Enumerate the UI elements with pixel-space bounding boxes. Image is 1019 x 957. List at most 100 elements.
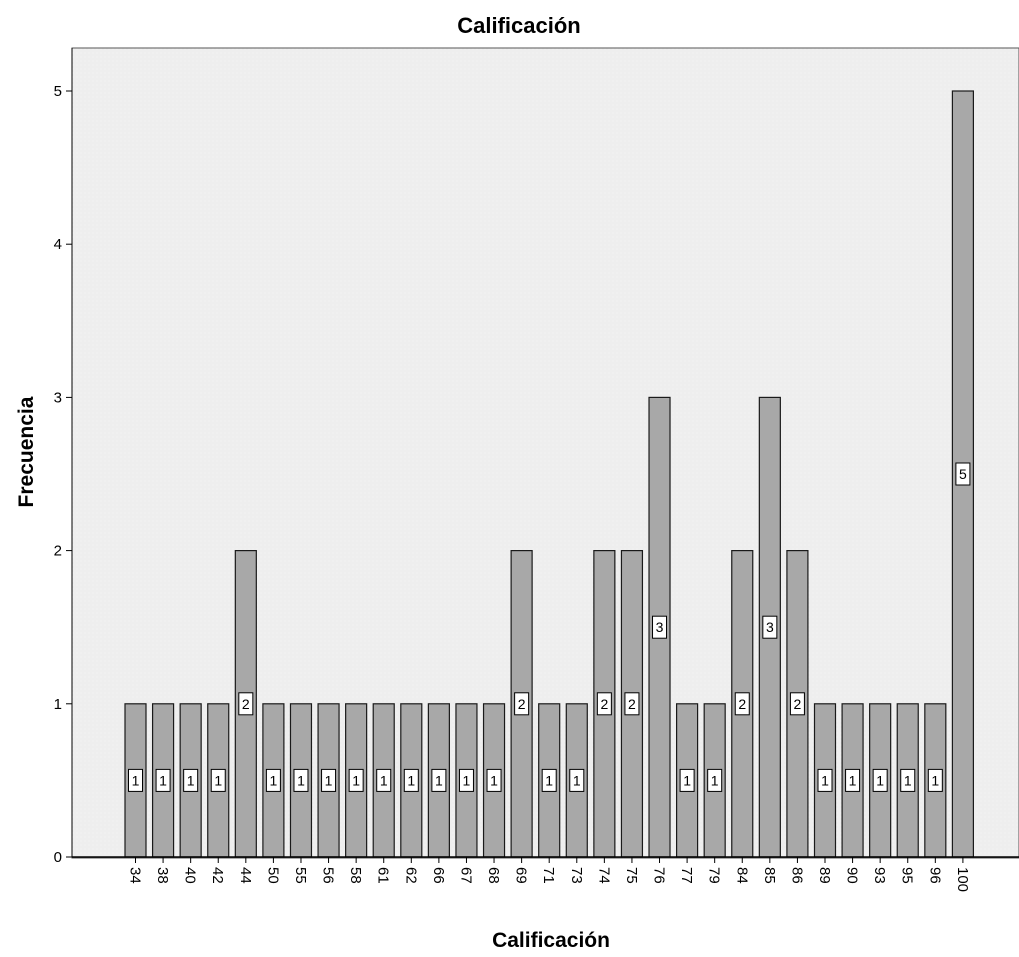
data-label-box bbox=[707, 768, 723, 792]
data-label: 1 bbox=[132, 772, 140, 788]
x-axis-label: Calificación bbox=[492, 929, 610, 952]
data-label: 1 bbox=[876, 772, 884, 788]
x-tick-label: 38 bbox=[154, 867, 171, 884]
data-label: 1 bbox=[573, 772, 581, 788]
data-label-box bbox=[321, 768, 337, 792]
data-label-box bbox=[403, 768, 419, 792]
data-label-box bbox=[679, 768, 695, 792]
x-tick-label: 96 bbox=[926, 867, 943, 884]
data-label: 2 bbox=[628, 696, 636, 712]
x-tick-label: 77 bbox=[678, 867, 695, 884]
data-label: 3 bbox=[766, 619, 774, 635]
x-tick-label: 74 bbox=[595, 867, 612, 884]
data-label-box bbox=[238, 692, 254, 716]
y-tick-label: 3 bbox=[54, 389, 62, 406]
bars: 1 1 1 1 2 1 1 1 1 1 1 1 1 1 2 1 1 2 2 3 1 1 2 3 2 1 1 1 1 1 5 bbox=[124, 90, 975, 858]
data-label: 1 bbox=[683, 772, 691, 788]
data-label-box bbox=[900, 768, 916, 792]
data-label-box bbox=[734, 692, 750, 716]
x-tick-label: 62 bbox=[402, 867, 419, 884]
x-tick-label: 44 bbox=[237, 867, 254, 884]
data-label: 1 bbox=[187, 772, 195, 788]
x-tick-label: 58 bbox=[347, 867, 364, 884]
y-tick-label: 4 bbox=[54, 236, 62, 253]
data-label-box bbox=[210, 768, 226, 792]
data-label-box bbox=[541, 768, 557, 792]
data-label-box bbox=[486, 768, 502, 792]
y-tick-label: 2 bbox=[54, 543, 62, 560]
x-tick-label: 34 bbox=[127, 867, 144, 884]
x-tick-label: 86 bbox=[788, 867, 805, 884]
data-label-box bbox=[872, 768, 888, 792]
y-axis-label: Frecuencia bbox=[15, 396, 38, 507]
data-label-box bbox=[624, 692, 640, 716]
x-tick-label: 85 bbox=[761, 867, 778, 884]
x-tick-label: 89 bbox=[816, 867, 833, 884]
data-label: 1 bbox=[159, 772, 167, 788]
data-label: 1 bbox=[407, 772, 415, 788]
x-tick-label: 69 bbox=[513, 867, 530, 884]
data-label-box bbox=[128, 768, 143, 792]
data-label-box bbox=[155, 768, 171, 792]
data-label: 1 bbox=[931, 772, 939, 788]
data-label-box bbox=[183, 768, 199, 792]
x-tick-label: 75 bbox=[623, 867, 640, 884]
data-label: 1 bbox=[711, 772, 719, 788]
data-label: 1 bbox=[325, 772, 333, 788]
data-label: 1 bbox=[463, 772, 471, 788]
x-tick-label: 55 bbox=[292, 867, 309, 884]
x-axis: 34 38 40 42 44 50 55 56 58 61 62 66 67 68 69 71 73 74 75 76… bbox=[72, 856, 1019, 892]
data-label-box bbox=[927, 768, 943, 792]
x-tick-label: 56 bbox=[320, 867, 337, 884]
data-label: 1 bbox=[270, 772, 278, 788]
data-label: 1 bbox=[380, 772, 388, 788]
y-tick-label: 0 bbox=[54, 849, 62, 866]
data-label-box bbox=[762, 615, 778, 639]
data-label: 1 bbox=[821, 772, 829, 788]
data-label: 2 bbox=[738, 696, 746, 712]
x-tick-label: 66 bbox=[430, 867, 447, 884]
data-label: 1 bbox=[435, 772, 443, 788]
data-label: 1 bbox=[297, 772, 305, 788]
x-tick-label: 84 bbox=[733, 867, 750, 884]
data-label-box bbox=[845, 768, 861, 792]
data-label: 1 bbox=[490, 772, 498, 788]
x-tick-label: 61 bbox=[375, 867, 392, 884]
y-axis: 0 1 2 3 4 5 bbox=[54, 48, 73, 866]
data-label: 2 bbox=[518, 696, 526, 712]
x-tick-label: 95 bbox=[899, 867, 916, 884]
x-tick-label: 79 bbox=[706, 867, 723, 884]
y-tick-label: 5 bbox=[54, 83, 62, 100]
data-label: 1 bbox=[352, 772, 360, 788]
chart-title: Calificación bbox=[457, 13, 580, 38]
data-label-box bbox=[514, 692, 530, 716]
data-label: 5 bbox=[959, 466, 967, 482]
data-label-box bbox=[652, 615, 668, 639]
data-label: 1 bbox=[214, 772, 222, 788]
data-label-box bbox=[955, 462, 971, 486]
x-tick-label: 68 bbox=[485, 867, 502, 884]
x-tick-label: 71 bbox=[540, 867, 557, 884]
data-label-box bbox=[569, 768, 585, 792]
x-tick-label: 40 bbox=[182, 867, 199, 884]
data-label-box bbox=[431, 768, 447, 792]
data-label: 2 bbox=[600, 696, 608, 712]
data-label-box bbox=[817, 768, 833, 792]
data-label-box bbox=[596, 692, 612, 716]
x-tick-label: 50 bbox=[264, 867, 281, 884]
x-tick-label: 93 bbox=[871, 867, 888, 884]
x-tick-label: 100 bbox=[954, 867, 971, 892]
data-label: 3 bbox=[656, 619, 664, 635]
data-label: 1 bbox=[904, 772, 912, 788]
data-label: 1 bbox=[545, 772, 553, 788]
x-tick-label: 76 bbox=[651, 867, 668, 884]
x-tick-label: 90 bbox=[844, 867, 861, 884]
x-tick-label: 73 bbox=[568, 867, 585, 884]
data-label: 1 bbox=[849, 772, 857, 788]
data-label: 2 bbox=[794, 696, 802, 712]
data-label-box bbox=[458, 768, 474, 792]
data-label-box bbox=[376, 768, 392, 792]
data-label-box bbox=[348, 768, 364, 792]
data-label-box bbox=[265, 768, 281, 792]
